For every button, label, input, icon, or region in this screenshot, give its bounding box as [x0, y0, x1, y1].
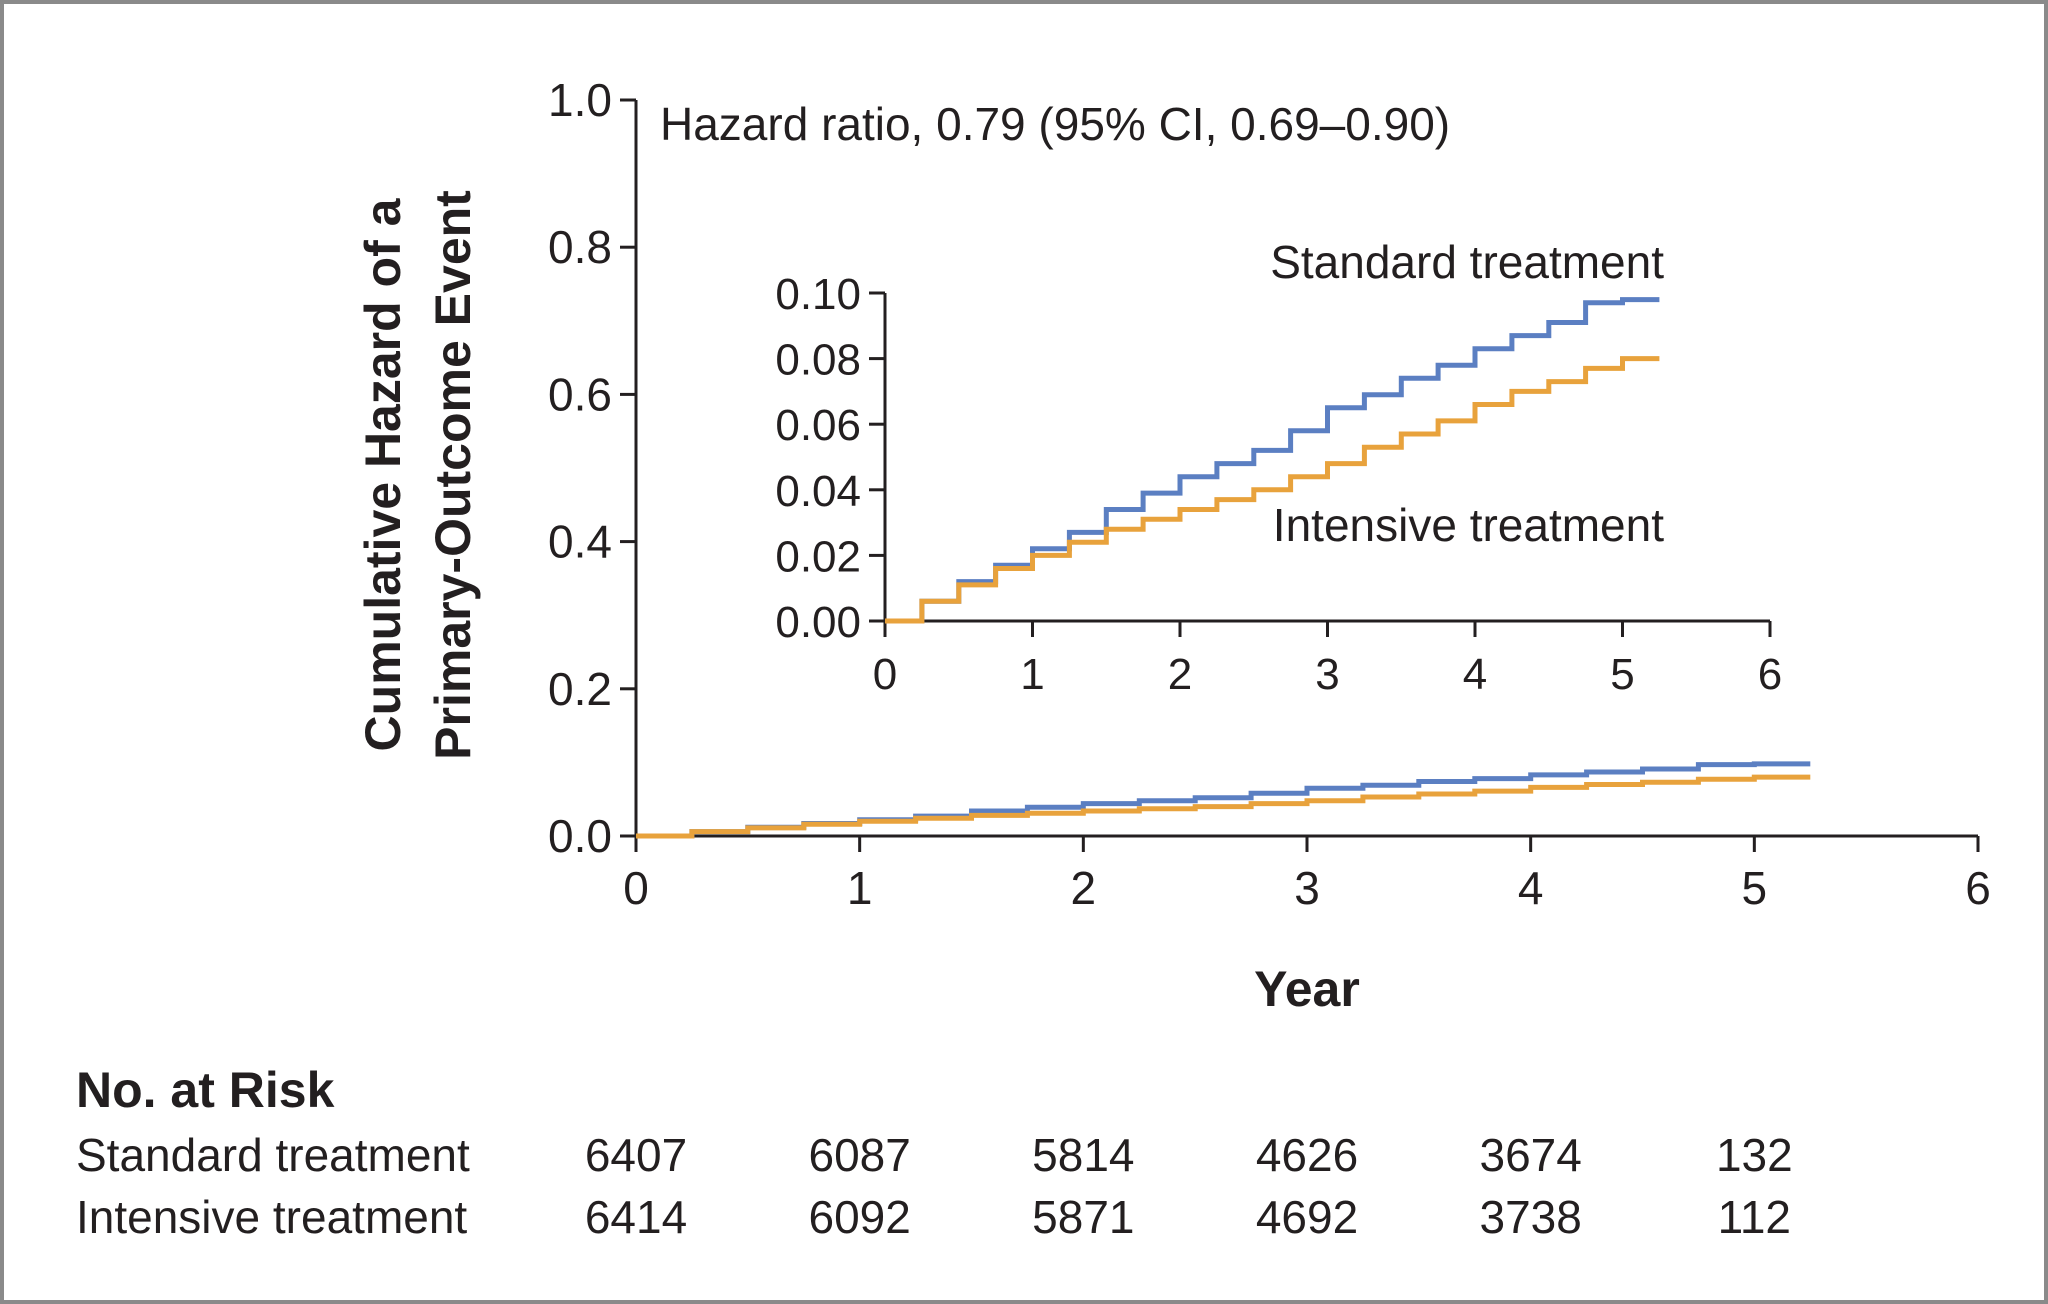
inset-label-intensive: Intensive treatment — [1273, 499, 1664, 551]
inset-x-tick-label: 2 — [1168, 650, 1192, 699]
risk-value-intensive: 3738 — [1479, 1191, 1581, 1243]
inset-y-tick-label: 0.08 — [775, 336, 861, 385]
risk-value-intensive: 4692 — [1256, 1191, 1358, 1243]
risk-value-intensive: 6414 — [585, 1191, 687, 1243]
risk-value-intensive: 112 — [1718, 1191, 1791, 1243]
main-y-tick-label: 0.0 — [548, 810, 612, 862]
risk-value-intensive: 5871 — [1032, 1191, 1134, 1243]
inset-series-line-standard — [885, 297, 1660, 624]
main-x-tick-label: 0 — [623, 862, 649, 914]
hazard-ratio-annotation: Hazard ratio, 0.79 (95% CI, 0.69–0.90) — [660, 98, 1450, 150]
main-x-tick-label: 3 — [1294, 862, 1320, 914]
risk-table-title: No. at Risk — [76, 1062, 335, 1118]
inset-plot: 0.00 0.02 0.04 0.06 0.08 0.10 0 1 2 3 4 5 6 Standar… — [775, 236, 1782, 699]
main-x-tick-label: 1 — [847, 862, 873, 914]
inset-x-tick-label: 1 — [1020, 650, 1044, 699]
inset-series-line-intensive — [885, 356, 1660, 624]
inset-y-tick-label: 0.04 — [775, 467, 861, 516]
main-y-tick-label: 1.0 — [548, 74, 612, 126]
main-y-tick-label: 0.8 — [548, 221, 612, 273]
main-x-tick-label: 5 — [1742, 862, 1768, 914]
risk-value-standard: 4626 — [1256, 1129, 1358, 1181]
main-y-tick-label: 0.4 — [548, 516, 612, 568]
risk-value-standard: 5814 — [1032, 1129, 1134, 1181]
inset-x-tick-label: 6 — [1758, 650, 1782, 699]
risk-value-standard: 132 — [1716, 1129, 1793, 1181]
inset-y-tick-label: 0.10 — [775, 270, 861, 319]
risk-row-label-standard: Standard treatment — [76, 1129, 470, 1181]
main-x-tick-label: 4 — [1518, 862, 1544, 914]
risk-value-standard: 3674 — [1479, 1129, 1581, 1181]
inset-x-tick-label: 5 — [1610, 650, 1634, 699]
inset-y-tick-label: 0.00 — [775, 598, 861, 647]
main-x-tick-label: 2 — [1071, 862, 1097, 914]
main-y-tick-label: 0.2 — [548, 663, 612, 715]
risk-row-label-intensive: Intensive treatment — [76, 1191, 467, 1243]
main-series-line-intensive — [636, 774, 1811, 839]
main-y-tick-label: 0.6 — [548, 368, 612, 420]
x-axis-title: Year — [1254, 961, 1360, 1017]
inset-y-tick-label: 0.02 — [775, 532, 861, 581]
risk-table: No. at Risk Standard treatment Intensive… — [76, 1062, 1793, 1243]
inset-x-tick-label: 3 — [1315, 650, 1339, 699]
risk-value-standard: 6087 — [808, 1129, 910, 1181]
main-x-tick-label: 6 — [1965, 862, 1991, 914]
y-axis-title-line-1: Cumulative Hazard of a — [355, 197, 411, 751]
inset-x-tick-label: 4 — [1463, 650, 1487, 699]
inset-x-tick-label: 0 — [873, 650, 897, 699]
risk-value-intensive: 6092 — [808, 1191, 910, 1243]
main-plot: 0.0 0.2 0.4 0.6 0.8 1.0 0 1 2 3 4 5 6 Hazard ratio,… — [355, 74, 1991, 1017]
y-axis-title-line-2: Primary-Outcome Event — [425, 190, 481, 760]
inset-label-standard: Standard treatment — [1270, 236, 1664, 288]
inset-y-tick-label: 0.06 — [775, 401, 861, 450]
risk-value-standard: 6407 — [585, 1129, 687, 1181]
